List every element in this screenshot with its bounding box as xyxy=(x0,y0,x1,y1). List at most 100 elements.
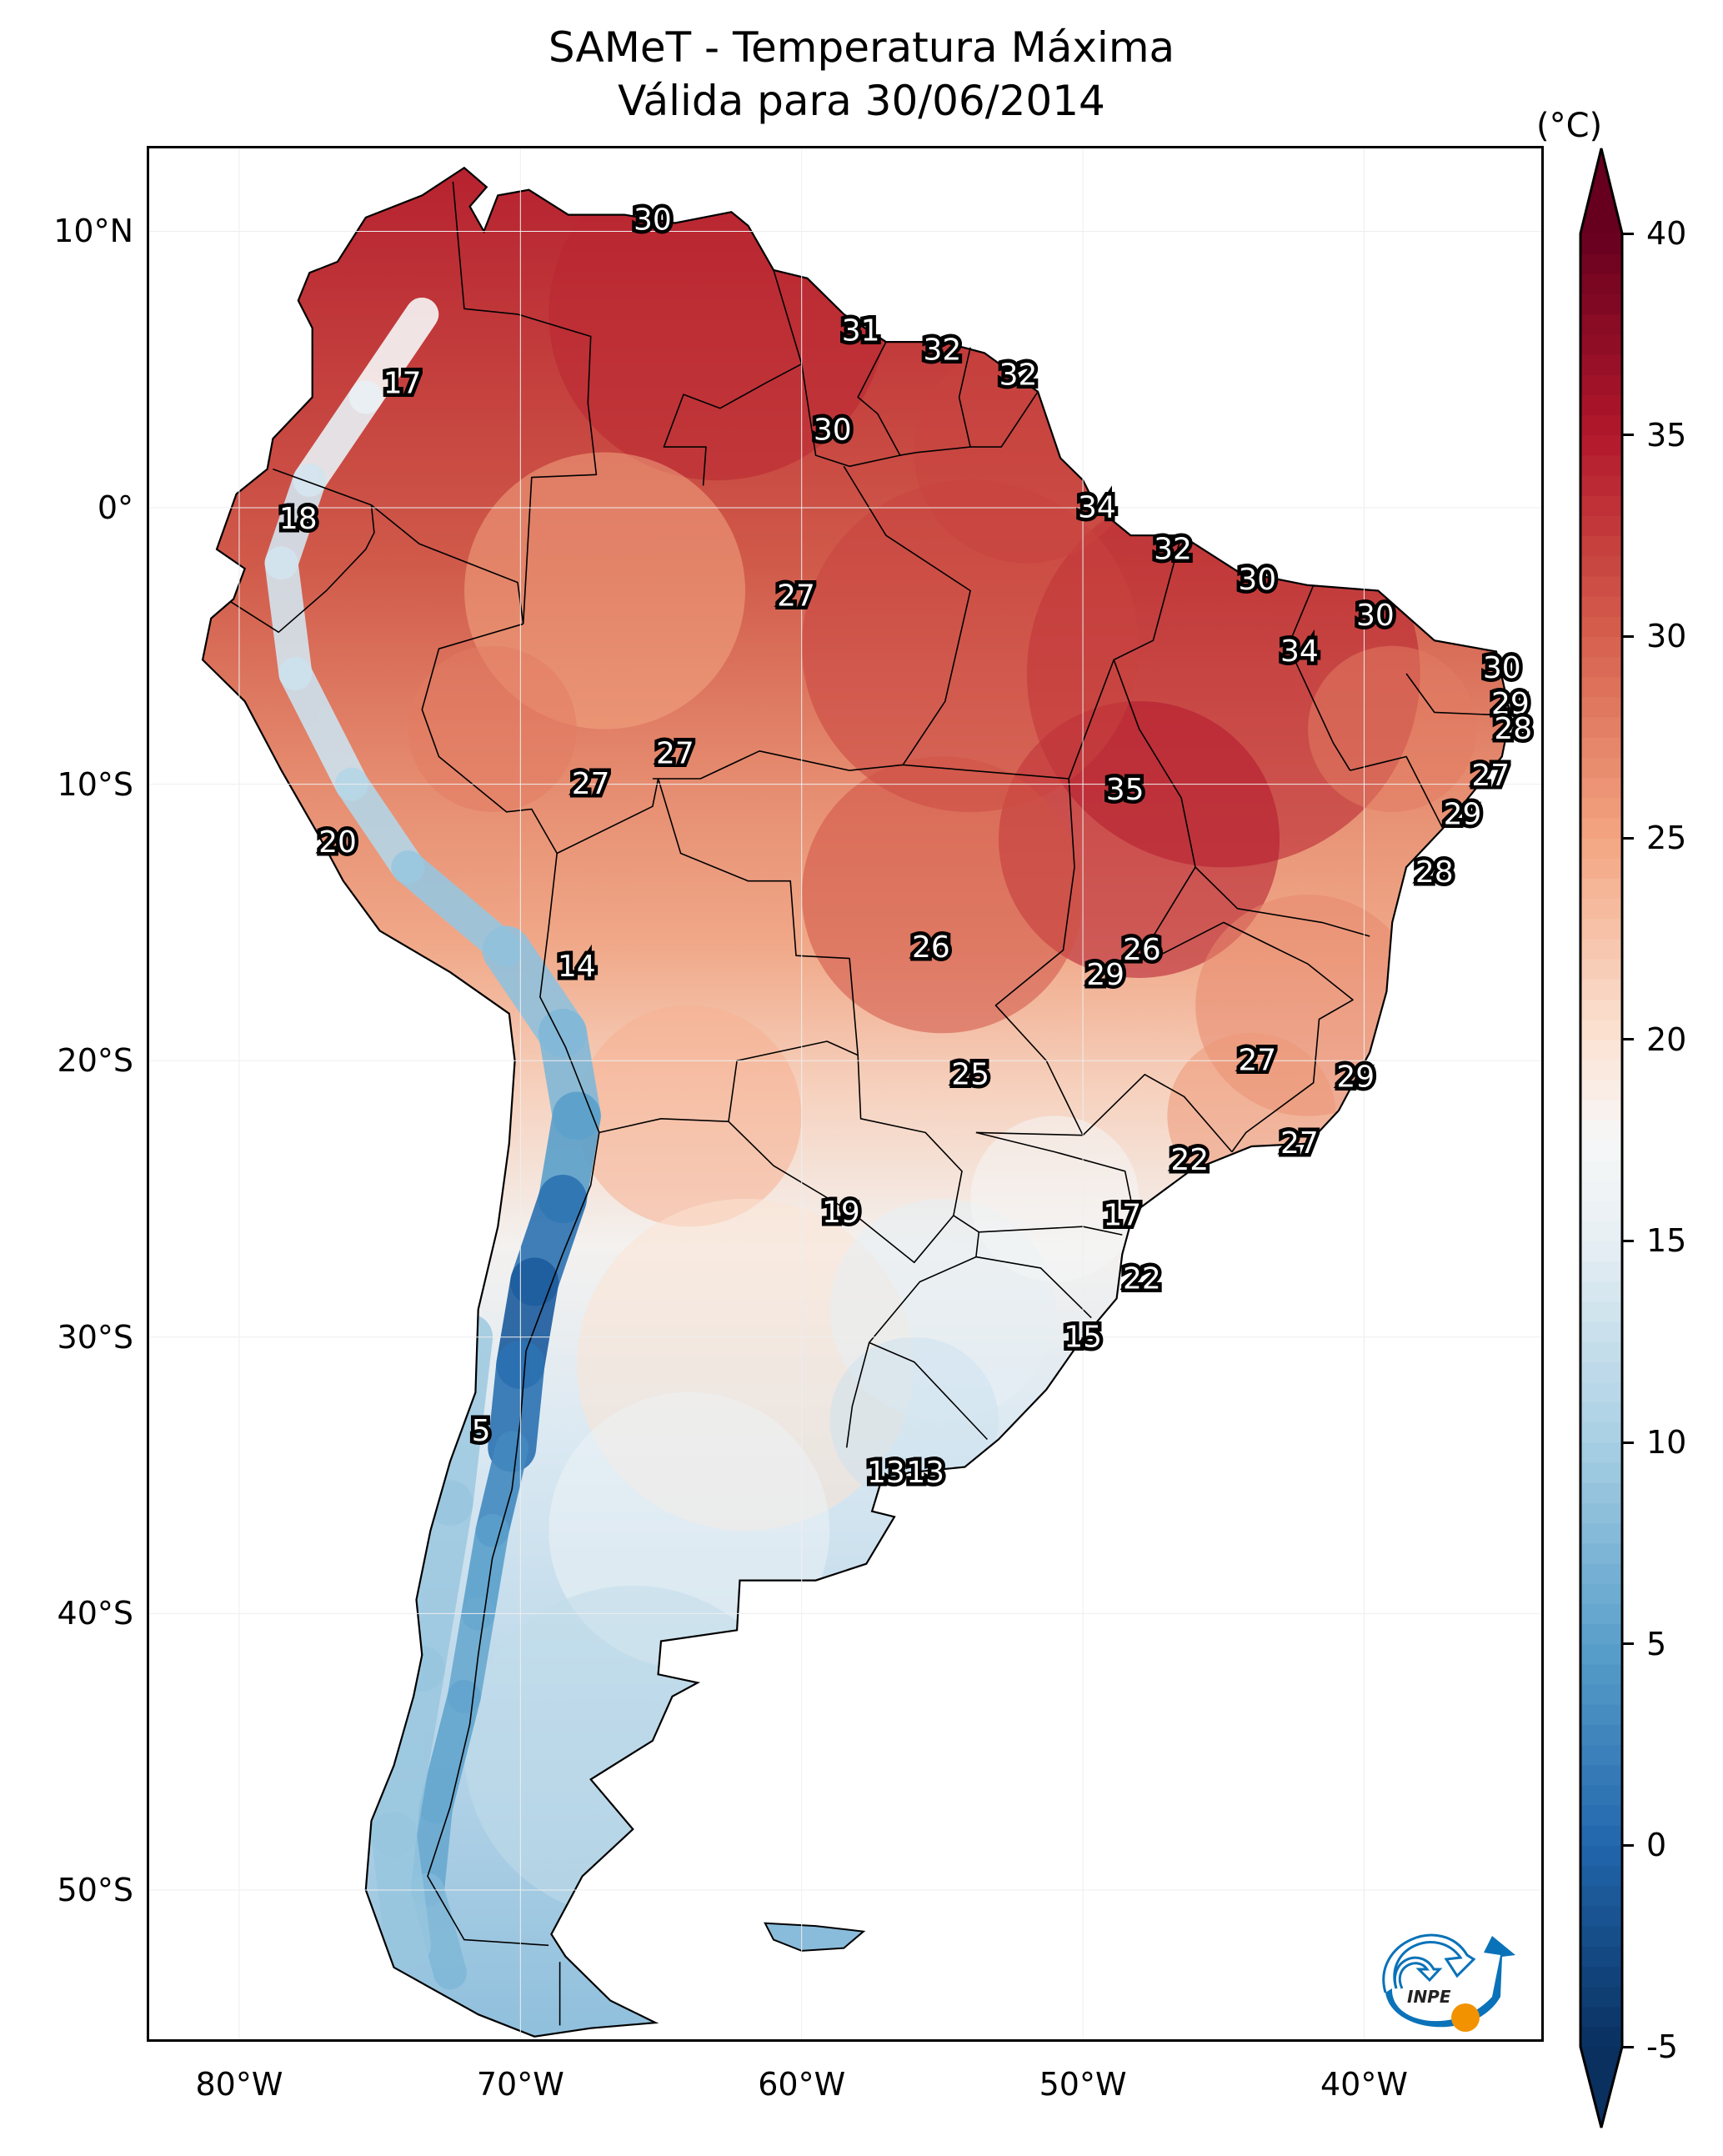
colorbar-segment xyxy=(1580,1341,1622,1362)
colorbar-extend-min xyxy=(1580,2047,1622,2128)
colorbar-segment xyxy=(1580,1381,1622,1403)
falkland-islands xyxy=(764,1923,864,1951)
colorbar-segment xyxy=(1580,1421,1622,1443)
lon-tick-label: 40°W xyxy=(1320,2066,1408,2103)
temperature-value-label: 17 xyxy=(383,366,422,400)
colorbar-tick-mark xyxy=(1622,1239,1634,1242)
colorbar-tick-mark xyxy=(1622,836,1634,840)
colorbar-segment xyxy=(1580,696,1622,718)
colorbar-segment xyxy=(1580,374,1622,395)
colorbar-segment xyxy=(1580,1401,1622,1423)
colorbar-segment xyxy=(1580,979,1622,1000)
colorbar-tick-mark xyxy=(1622,634,1634,638)
colorbar-segment xyxy=(1580,515,1622,537)
colorbar-segment xyxy=(1580,1784,1622,1806)
colorbar-tick-mark xyxy=(1622,232,1634,235)
colorbar-segment xyxy=(1580,575,1622,597)
lon-tick-label: 60°W xyxy=(758,2066,846,2103)
colorbar-segment xyxy=(1580,1764,1622,1786)
colorbar-segment xyxy=(1580,1442,1622,1463)
temperature-blob xyxy=(801,479,1139,813)
colorbar-segment xyxy=(1580,1201,1622,1221)
colorbar-segment xyxy=(1580,1281,1622,1302)
temperature-value-label: 22 xyxy=(1170,1143,1209,1177)
colorbar-tick-label: 35 xyxy=(1646,416,1687,454)
temperature-value-label: 29 xyxy=(1086,958,1124,992)
border-line xyxy=(652,465,971,780)
colorbar-segment xyxy=(1580,1926,1622,1947)
colorbar-segment xyxy=(1580,817,1622,839)
chile-coast-field xyxy=(398,1480,473,1692)
temperature-value-label: 19 xyxy=(822,1196,860,1230)
lat-tick-label: 10°S xyxy=(57,765,133,803)
colorbar-tick-mark xyxy=(1622,2045,1634,2048)
temperature-value-label: 17 xyxy=(1103,1198,1141,1232)
colorbar-segment xyxy=(1580,1885,1622,1907)
colorbar-tick-label: -5 xyxy=(1646,2028,1678,2065)
temperature-value-label: 27 xyxy=(572,767,610,801)
colorbar-segment xyxy=(1580,1221,1622,1241)
lat-tick-label: 10°N xyxy=(53,213,133,250)
colorbar-segment xyxy=(1580,1039,1622,1060)
colorbar-segment xyxy=(1580,1865,1622,1887)
border-line xyxy=(421,623,600,1133)
colorbar-segment xyxy=(1580,1321,1622,1342)
colorbar-segment xyxy=(1580,1825,1622,1846)
border-line xyxy=(1195,866,1370,937)
lat-tick-label: 30°S xyxy=(57,1318,133,1356)
colorbar-segment xyxy=(1580,1261,1622,1282)
temperature-value-label: 25 xyxy=(951,1057,989,1091)
colorbar-segment xyxy=(1580,434,1622,456)
border-line xyxy=(1350,755,1444,830)
temperature-value-label: 20 xyxy=(318,825,357,860)
colorbar-tick-mark xyxy=(1622,1038,1634,1041)
colorbar-tick-label: 5 xyxy=(1646,1625,1667,1662)
lat-tick-label: 0° xyxy=(97,489,133,527)
colorbar-segment xyxy=(1580,313,1622,335)
colorbar-segment xyxy=(1580,1583,1622,1604)
colorbar-segment xyxy=(1580,938,1622,960)
border-line xyxy=(845,1342,870,1448)
colorbar-segment xyxy=(1580,1563,1622,1584)
colorbar-segment xyxy=(1580,475,1622,496)
temperature-value-label: 30 xyxy=(1356,599,1395,633)
colorbar-segment xyxy=(1580,1100,1622,1121)
colorbar-tick-label: 25 xyxy=(1646,820,1687,856)
colorbar-segment xyxy=(1580,293,1622,315)
andes-cold-ridge xyxy=(348,297,439,414)
gridlines xyxy=(149,148,1541,2039)
lon-tick-label: 50°W xyxy=(1039,2066,1127,2103)
colorbar-segment xyxy=(1580,454,1622,476)
border-line xyxy=(599,1055,963,1264)
temperature-value-label: 32 xyxy=(923,333,961,368)
colorbar-segment xyxy=(1580,1140,1622,1161)
border-line xyxy=(1113,659,1196,956)
colorbar-segment xyxy=(1580,1724,1622,1746)
colorbar-segment xyxy=(1580,1704,1622,1725)
border-line xyxy=(427,1132,600,1947)
colorbar-segment xyxy=(1580,535,1622,557)
temperature-blob xyxy=(408,645,577,812)
colorbar-segment xyxy=(1580,2006,1622,2028)
colorbar-segment xyxy=(1580,1502,1622,1524)
andes-cold-ridge xyxy=(278,657,368,801)
colorbar-segment xyxy=(1580,1160,1622,1181)
map-axes[interactable]: 30 17 31 32 32 30 18 34 32 30 27 30 34 30 29 28 27 27 35 27… xyxy=(147,146,1544,2042)
border-line xyxy=(1287,584,1351,771)
colorbar-segment xyxy=(1580,1120,1622,1141)
colorbar-segment xyxy=(1580,354,1622,375)
colorbar-segment xyxy=(1580,333,1622,355)
colorbar-tick-mark xyxy=(1622,1441,1634,1444)
temperature-value-label: 15 xyxy=(1064,1320,1102,1354)
colorbar-segment xyxy=(1580,1241,1622,1262)
colorbar-segment xyxy=(1580,838,1622,859)
temperature-blob xyxy=(801,756,1083,1034)
temperature-blob xyxy=(576,1005,802,1227)
country-borders xyxy=(201,166,1512,2038)
colorbar-segment xyxy=(1580,1663,1622,1685)
colorbar-segment xyxy=(1580,676,1622,698)
temperature-value-label: 26 xyxy=(912,930,950,965)
andes-cold-ridge xyxy=(293,380,383,497)
temperature-value-label: 18 xyxy=(279,502,318,536)
temperature-value-label: 30 xyxy=(1483,651,1521,685)
